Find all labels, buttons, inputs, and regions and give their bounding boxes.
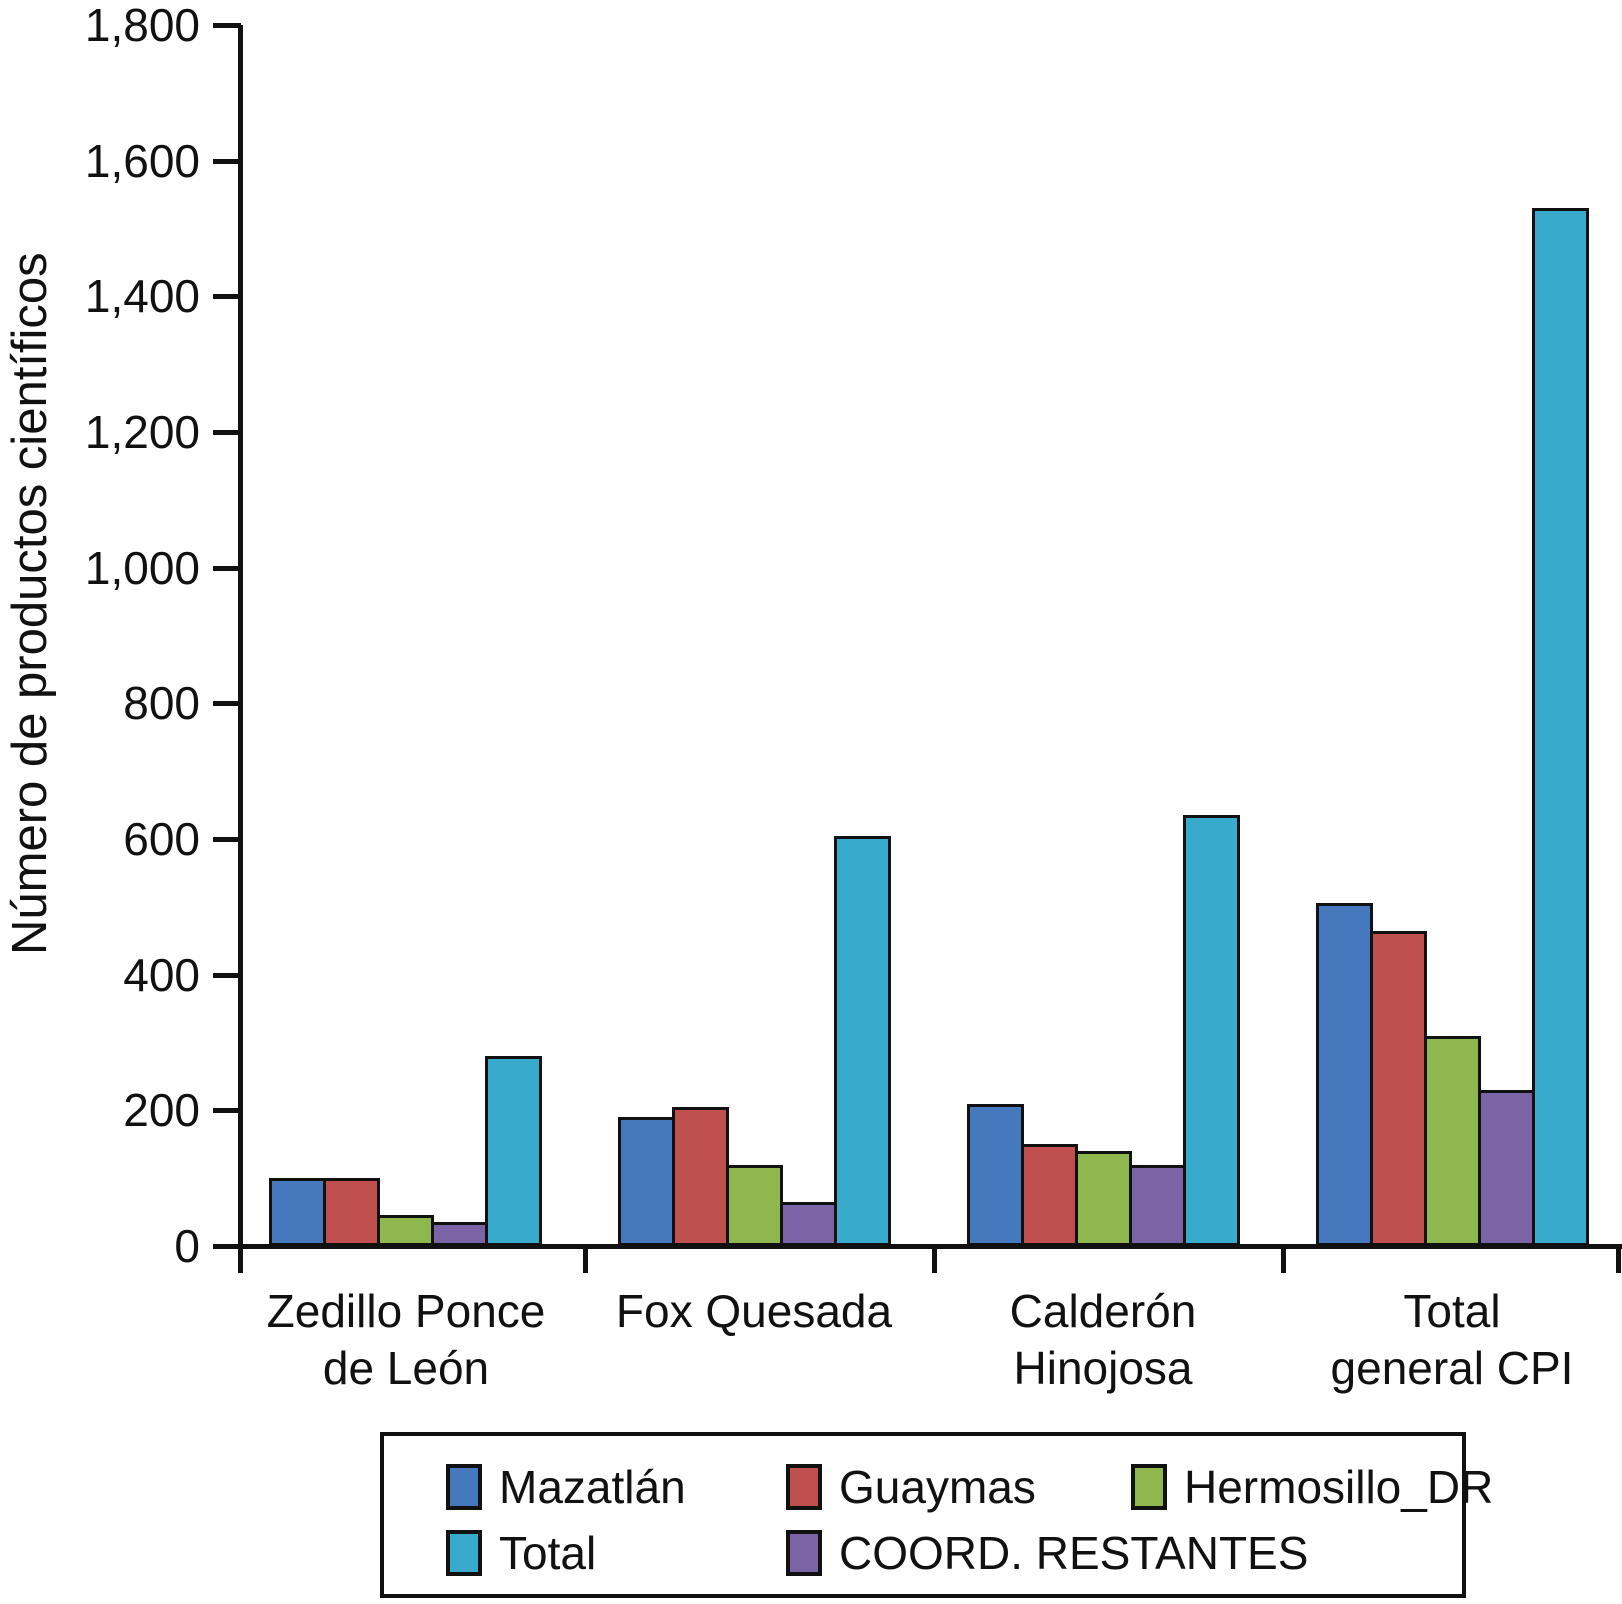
legend-swatch-COORD. RESTANTES — [786, 1530, 822, 1576]
x-category-label-line: Zedillo Ponce — [266, 1285, 546, 1337]
bar-Mazatlán-1 — [618, 1117, 675, 1246]
y-tick-1200 — [213, 430, 241, 435]
x-axis-line — [238, 1244, 1622, 1249]
bar-COORD. RESTANTES-2 — [1129, 1165, 1186, 1246]
bar-Guaymas-0 — [323, 1178, 380, 1246]
bar-Guaymas-3 — [1370, 931, 1427, 1246]
y-tick-label-1000: 1,000 — [84, 542, 200, 594]
legend-label-Mazatlán: Mazatlán — [499, 1461, 686, 1513]
x-category-label-line: Hinojosa — [1013, 1342, 1193, 1394]
bar-Mazatlán-2 — [967, 1104, 1024, 1246]
legend-row-0: Mazatlán Guaymas Hermosillo_DR — [446, 1454, 1493, 1520]
y-tick-400 — [213, 973, 241, 978]
bar-COORD. RESTANTES-1 — [780, 1202, 837, 1246]
y-tick-1800 — [213, 23, 241, 28]
legend-label-COORD. RESTANTES: COORD. RESTANTES — [839, 1527, 1309, 1579]
y-tick-0 — [213, 1244, 241, 1249]
legend-item-Guaymas: Guaymas — [786, 1460, 1131, 1514]
bar-group-2 — [967, 815, 1240, 1246]
bar-Total-0 — [485, 1056, 542, 1246]
legend-swatch-Hermosillo_DR — [1131, 1464, 1167, 1510]
legend-item-Total: Total — [446, 1526, 786, 1580]
legend-item-COORD. RESTANTES: COORD. RESTANTES — [786, 1526, 1308, 1580]
y-tick-label-1600: 1,600 — [84, 135, 200, 187]
x-category-label-2: Calderón Hinojosa — [893, 1283, 1313, 1397]
x-category-label-0: Zedillo Ponce de León — [196, 1283, 616, 1397]
plot-area — [241, 25, 1596, 1246]
x-category-label-3: Total general CPI — [1242, 1283, 1622, 1397]
legend: Mazatlán Guaymas Hermosillo_DR Total COORD. … — [380, 1432, 1493, 1598]
bar-Total-1 — [834, 836, 891, 1246]
legend-swatch-Guaymas — [786, 1464, 822, 1510]
x-tick-0 — [583, 1246, 588, 1273]
bar-group-3 — [1316, 208, 1589, 1246]
y-tick-800 — [213, 701, 241, 706]
y-tick-label-800: 800 — [123, 677, 200, 729]
legend-item-Hermosillo_DR: Hermosillo_DR — [1131, 1460, 1493, 1514]
bar-Total-2 — [1183, 815, 1240, 1246]
x-category-label-1: Fox Quesada — [544, 1283, 964, 1340]
x-category-label-line: Total — [1403, 1285, 1501, 1337]
bar-Guaymas-1 — [672, 1107, 729, 1246]
y-tick-label-1200: 1,200 — [84, 406, 200, 458]
legend-item-Mazatlán: Mazatlán — [446, 1460, 786, 1514]
x-tick-1 — [932, 1246, 937, 1273]
x-category-label-line: Fox Quesada — [615, 1285, 893, 1337]
x-tick-3 — [1616, 1246, 1621, 1273]
x-category-label-line: de León — [322, 1342, 490, 1394]
y-tick-600 — [213, 837, 241, 842]
y-tick-1000 — [213, 566, 241, 571]
y-tick-label-1400: 1,400 — [84, 270, 200, 322]
x-category-label-line: Calderón — [1009, 1285, 1197, 1337]
legend-row-1: Total COORD. RESTANTES — [446, 1520, 1462, 1586]
bar-COORD. RESTANTES-0 — [431, 1222, 488, 1246]
bar-Hermosillo_DR-0 — [377, 1215, 434, 1246]
bar-Hermosillo_DR-1 — [726, 1165, 783, 1246]
legend-label-Total: Total — [499, 1527, 597, 1579]
y-tick-label-400: 400 — [123, 949, 200, 1001]
legend-swatch-Mazatlán — [446, 1464, 482, 1510]
y-tick-label-600: 600 — [123, 813, 200, 865]
bar-group-1 — [618, 836, 891, 1246]
bar-Mazatlán-3 — [1316, 903, 1373, 1246]
bar-group-0 — [269, 1056, 542, 1246]
bar-Total-3 — [1532, 208, 1589, 1246]
y-tick-label-0: 0 — [174, 1220, 200, 1272]
y-tick-1400 — [213, 294, 241, 299]
y-tick-1600 — [213, 159, 241, 164]
y-axis-line — [238, 25, 243, 1273]
legend-swatch-Total — [446, 1530, 482, 1576]
bar-COORD. RESTANTES-3 — [1478, 1090, 1535, 1246]
bar-Hermosillo_DR-2 — [1075, 1151, 1132, 1246]
y-tick-label-1800: 1,800 — [84, 0, 200, 51]
x-category-label-line: general CPI — [1330, 1342, 1574, 1394]
y-tick-200 — [213, 1108, 241, 1113]
y-tick-label-200: 200 — [123, 1084, 200, 1136]
bar-Mazatlán-0 — [269, 1178, 326, 1246]
x-tick-2 — [1281, 1246, 1286, 1273]
legend-label-Guaymas: Guaymas — [839, 1461, 1036, 1513]
bar-Hermosillo_DR-3 — [1424, 1036, 1481, 1246]
bar-Guaymas-2 — [1021, 1144, 1078, 1246]
legend-label-Hermosillo_DR: Hermosillo_DR — [1184, 1461, 1494, 1513]
